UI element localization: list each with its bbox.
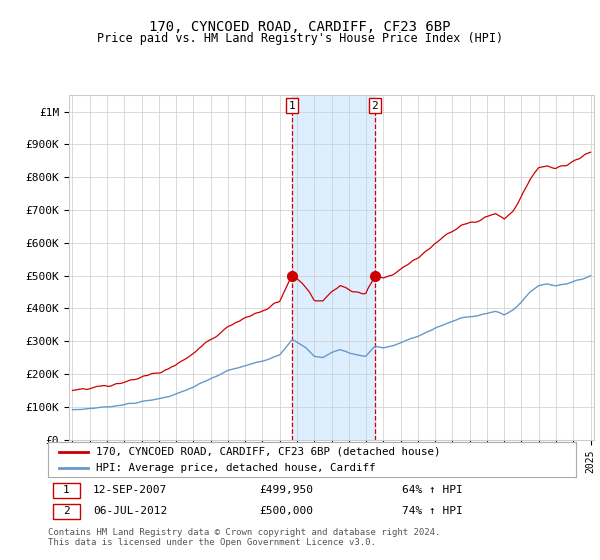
Text: 1: 1 [289, 101, 295, 110]
Text: 12-SEP-2007: 12-SEP-2007 [93, 486, 167, 496]
Text: HPI: Average price, detached house, Cardiff: HPI: Average price, detached house, Card… [95, 463, 375, 473]
Text: Price paid vs. HM Land Registry's House Price Index (HPI): Price paid vs. HM Land Registry's House … [97, 32, 503, 45]
FancyBboxPatch shape [53, 504, 80, 519]
Text: 64% ↑ HPI: 64% ↑ HPI [402, 486, 463, 496]
Text: Contains HM Land Registry data © Crown copyright and database right 2024.
This d: Contains HM Land Registry data © Crown c… [48, 528, 440, 547]
Text: 06-JUL-2012: 06-JUL-2012 [93, 506, 167, 516]
Text: 1: 1 [63, 486, 70, 496]
Text: 74% ↑ HPI: 74% ↑ HPI [402, 506, 463, 516]
FancyBboxPatch shape [53, 483, 80, 498]
Text: 2: 2 [371, 101, 378, 110]
Text: 170, CYNCOED ROAD, CARDIFF, CF23 6BP: 170, CYNCOED ROAD, CARDIFF, CF23 6BP [149, 20, 451, 34]
Text: £499,950: £499,950 [259, 486, 313, 496]
Text: 170, CYNCOED ROAD, CARDIFF, CF23 6BP (detached house): 170, CYNCOED ROAD, CARDIFF, CF23 6BP (de… [95, 447, 440, 457]
Bar [292, 95, 375, 440]
Text: £500,000: £500,000 [259, 506, 313, 516]
Text: 2: 2 [63, 506, 70, 516]
